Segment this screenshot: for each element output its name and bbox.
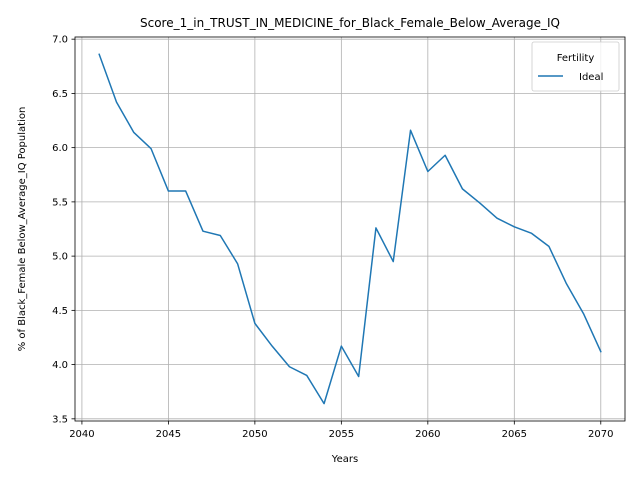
y-axis-label: % of Black_Female Below_Average_IQ Popul…: [17, 107, 28, 352]
series-line-ideal: [98, 53, 602, 405]
x-axis-label: Years: [331, 454, 358, 465]
legend-title: Fertility: [557, 53, 595, 64]
series-layer: [98, 53, 602, 405]
x-tick-label: 2060: [415, 429, 440, 440]
axis-ticks: 2040 2045 2050 2055 2060 2065 2070 3.5 4.0 4.5 5.0…: [52, 35, 613, 440]
legend: Fertility Ideal: [531, 41, 620, 92]
plot-area-frame: [74, 36, 626, 422]
y-tick-label: 4.0: [52, 360, 68, 371]
x-tick-label: 2045: [156, 429, 181, 440]
grid-lines: [75, 37, 625, 421]
x-tick-label: 2070: [588, 429, 613, 440]
y-tick-label: 6.5: [52, 89, 68, 100]
y-tick-label: 5.0: [52, 252, 68, 263]
chart-title: Score_1_in_TRUST_IN_MEDICINE_for_Black_F…: [140, 16, 560, 30]
y-tick-label: 6.0: [52, 143, 68, 154]
y-tick-label: 4.5: [52, 306, 68, 317]
legend-label-ideal: Ideal: [579, 72, 603, 83]
x-tick-label: 2050: [242, 429, 267, 440]
y-tick-label: 7.0: [52, 35, 68, 46]
legend-box: [531, 41, 620, 92]
x-tick-label: 2065: [502, 429, 527, 440]
x-tick-label: 2055: [329, 429, 354, 440]
y-tick-label: 3.5: [52, 414, 68, 425]
y-tick-label: 5.5: [52, 197, 68, 208]
x-tick-label: 2040: [69, 429, 94, 440]
